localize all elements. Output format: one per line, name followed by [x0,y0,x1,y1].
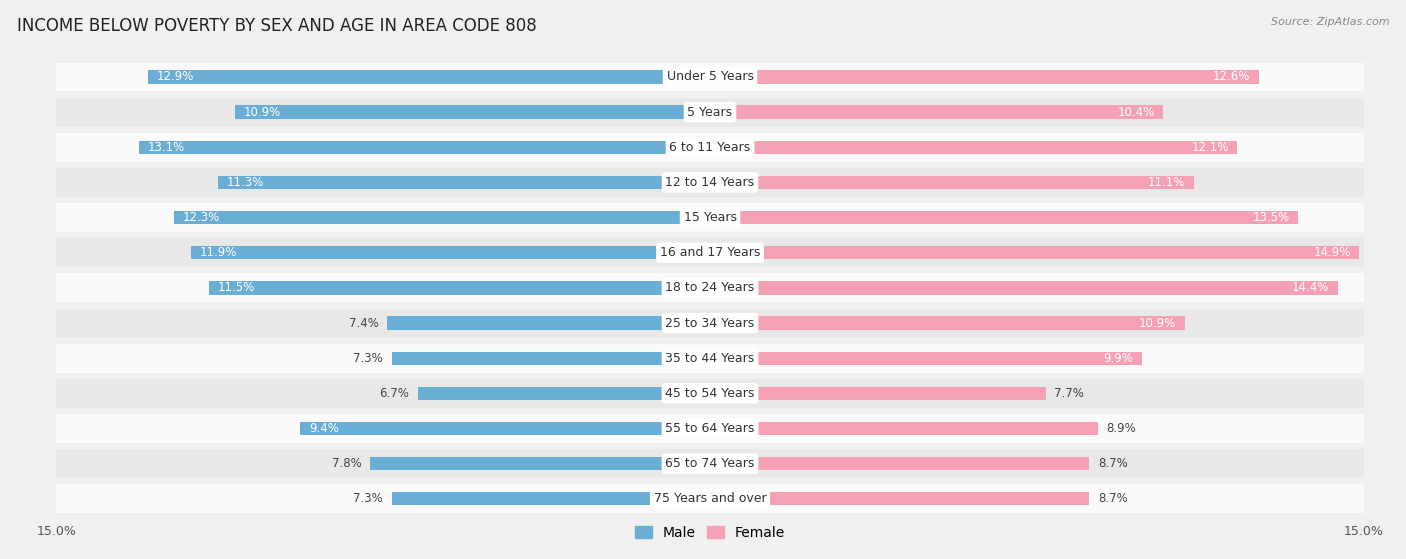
Text: 11.3%: 11.3% [226,176,263,189]
Text: 8.7%: 8.7% [1098,492,1128,505]
Bar [392,492,710,505]
Bar [710,211,1298,224]
Bar [710,106,1163,119]
Bar [56,238,1364,267]
Text: INCOME BELOW POVERTY BY SEX AND AGE IN AREA CODE 808: INCOME BELOW POVERTY BY SEX AND AGE IN A… [17,17,537,35]
Bar [710,70,1260,84]
Bar [56,379,1364,408]
Bar [710,457,1090,470]
Text: 7.3%: 7.3% [353,352,382,364]
Bar [148,70,710,84]
Text: 10.9%: 10.9% [1139,316,1177,330]
Text: 8.7%: 8.7% [1098,457,1128,470]
Text: 11.9%: 11.9% [200,246,238,259]
Bar [710,281,1337,295]
Text: 65 to 74 Years: 65 to 74 Years [665,457,755,470]
Text: 25 to 34 Years: 25 to 34 Years [665,316,755,330]
Bar [56,63,1364,92]
Bar [710,492,1090,505]
Bar [218,176,710,189]
Bar [56,98,1364,126]
Text: 15 Years: 15 Years [683,211,737,224]
Bar [710,387,1046,400]
Text: 7.3%: 7.3% [353,492,382,505]
Text: 5 Years: 5 Years [688,106,733,119]
Text: 12.6%: 12.6% [1213,70,1250,83]
Text: 12.3%: 12.3% [183,211,219,224]
Text: 10.9%: 10.9% [243,106,281,119]
Bar [56,414,1364,443]
Bar [370,457,710,470]
Text: 8.9%: 8.9% [1107,422,1136,435]
Text: Source: ZipAtlas.com: Source: ZipAtlas.com [1271,17,1389,27]
Text: 18 to 24 Years: 18 to 24 Years [665,281,755,295]
Text: 55 to 64 Years: 55 to 64 Years [665,422,755,435]
Bar [392,352,710,365]
Bar [710,316,1185,330]
Text: 13.1%: 13.1% [148,141,186,154]
Bar [56,203,1364,232]
Bar [710,246,1360,259]
Text: 11.1%: 11.1% [1147,176,1185,189]
Bar [56,449,1364,478]
Legend: Male, Female: Male, Female [630,520,790,546]
Bar [56,309,1364,338]
Bar [418,387,710,400]
Text: 45 to 54 Years: 45 to 54 Years [665,387,755,400]
Bar [710,422,1098,435]
Text: 7.7%: 7.7% [1054,387,1084,400]
Text: 10.4%: 10.4% [1118,106,1154,119]
Text: 12 to 14 Years: 12 to 14 Years [665,176,755,189]
Text: 7.4%: 7.4% [349,316,378,330]
Bar [56,168,1364,197]
Bar [139,141,710,154]
Bar [710,141,1237,154]
Bar [56,133,1364,162]
Bar [208,281,710,295]
Text: 75 Years and over: 75 Years and over [654,492,766,505]
Bar [174,211,710,224]
Text: 14.9%: 14.9% [1313,246,1351,259]
Text: 12.9%: 12.9% [156,70,194,83]
Bar [56,273,1364,302]
Bar [191,246,710,259]
Bar [388,316,710,330]
Text: 12.1%: 12.1% [1191,141,1229,154]
Text: 6.7%: 6.7% [380,387,409,400]
Bar [56,484,1364,513]
Bar [710,176,1194,189]
Text: 7.8%: 7.8% [332,457,361,470]
Text: 16 and 17 Years: 16 and 17 Years [659,246,761,259]
Text: 35 to 44 Years: 35 to 44 Years [665,352,755,364]
Text: 9.9%: 9.9% [1102,352,1133,364]
Bar [235,106,710,119]
Bar [710,352,1142,365]
Bar [301,422,710,435]
Text: Under 5 Years: Under 5 Years [666,70,754,83]
Text: 13.5%: 13.5% [1253,211,1289,224]
Text: 14.4%: 14.4% [1292,281,1329,295]
Bar [56,344,1364,373]
Text: 9.4%: 9.4% [309,422,339,435]
Text: 6 to 11 Years: 6 to 11 Years [669,141,751,154]
Text: 11.5%: 11.5% [218,281,254,295]
